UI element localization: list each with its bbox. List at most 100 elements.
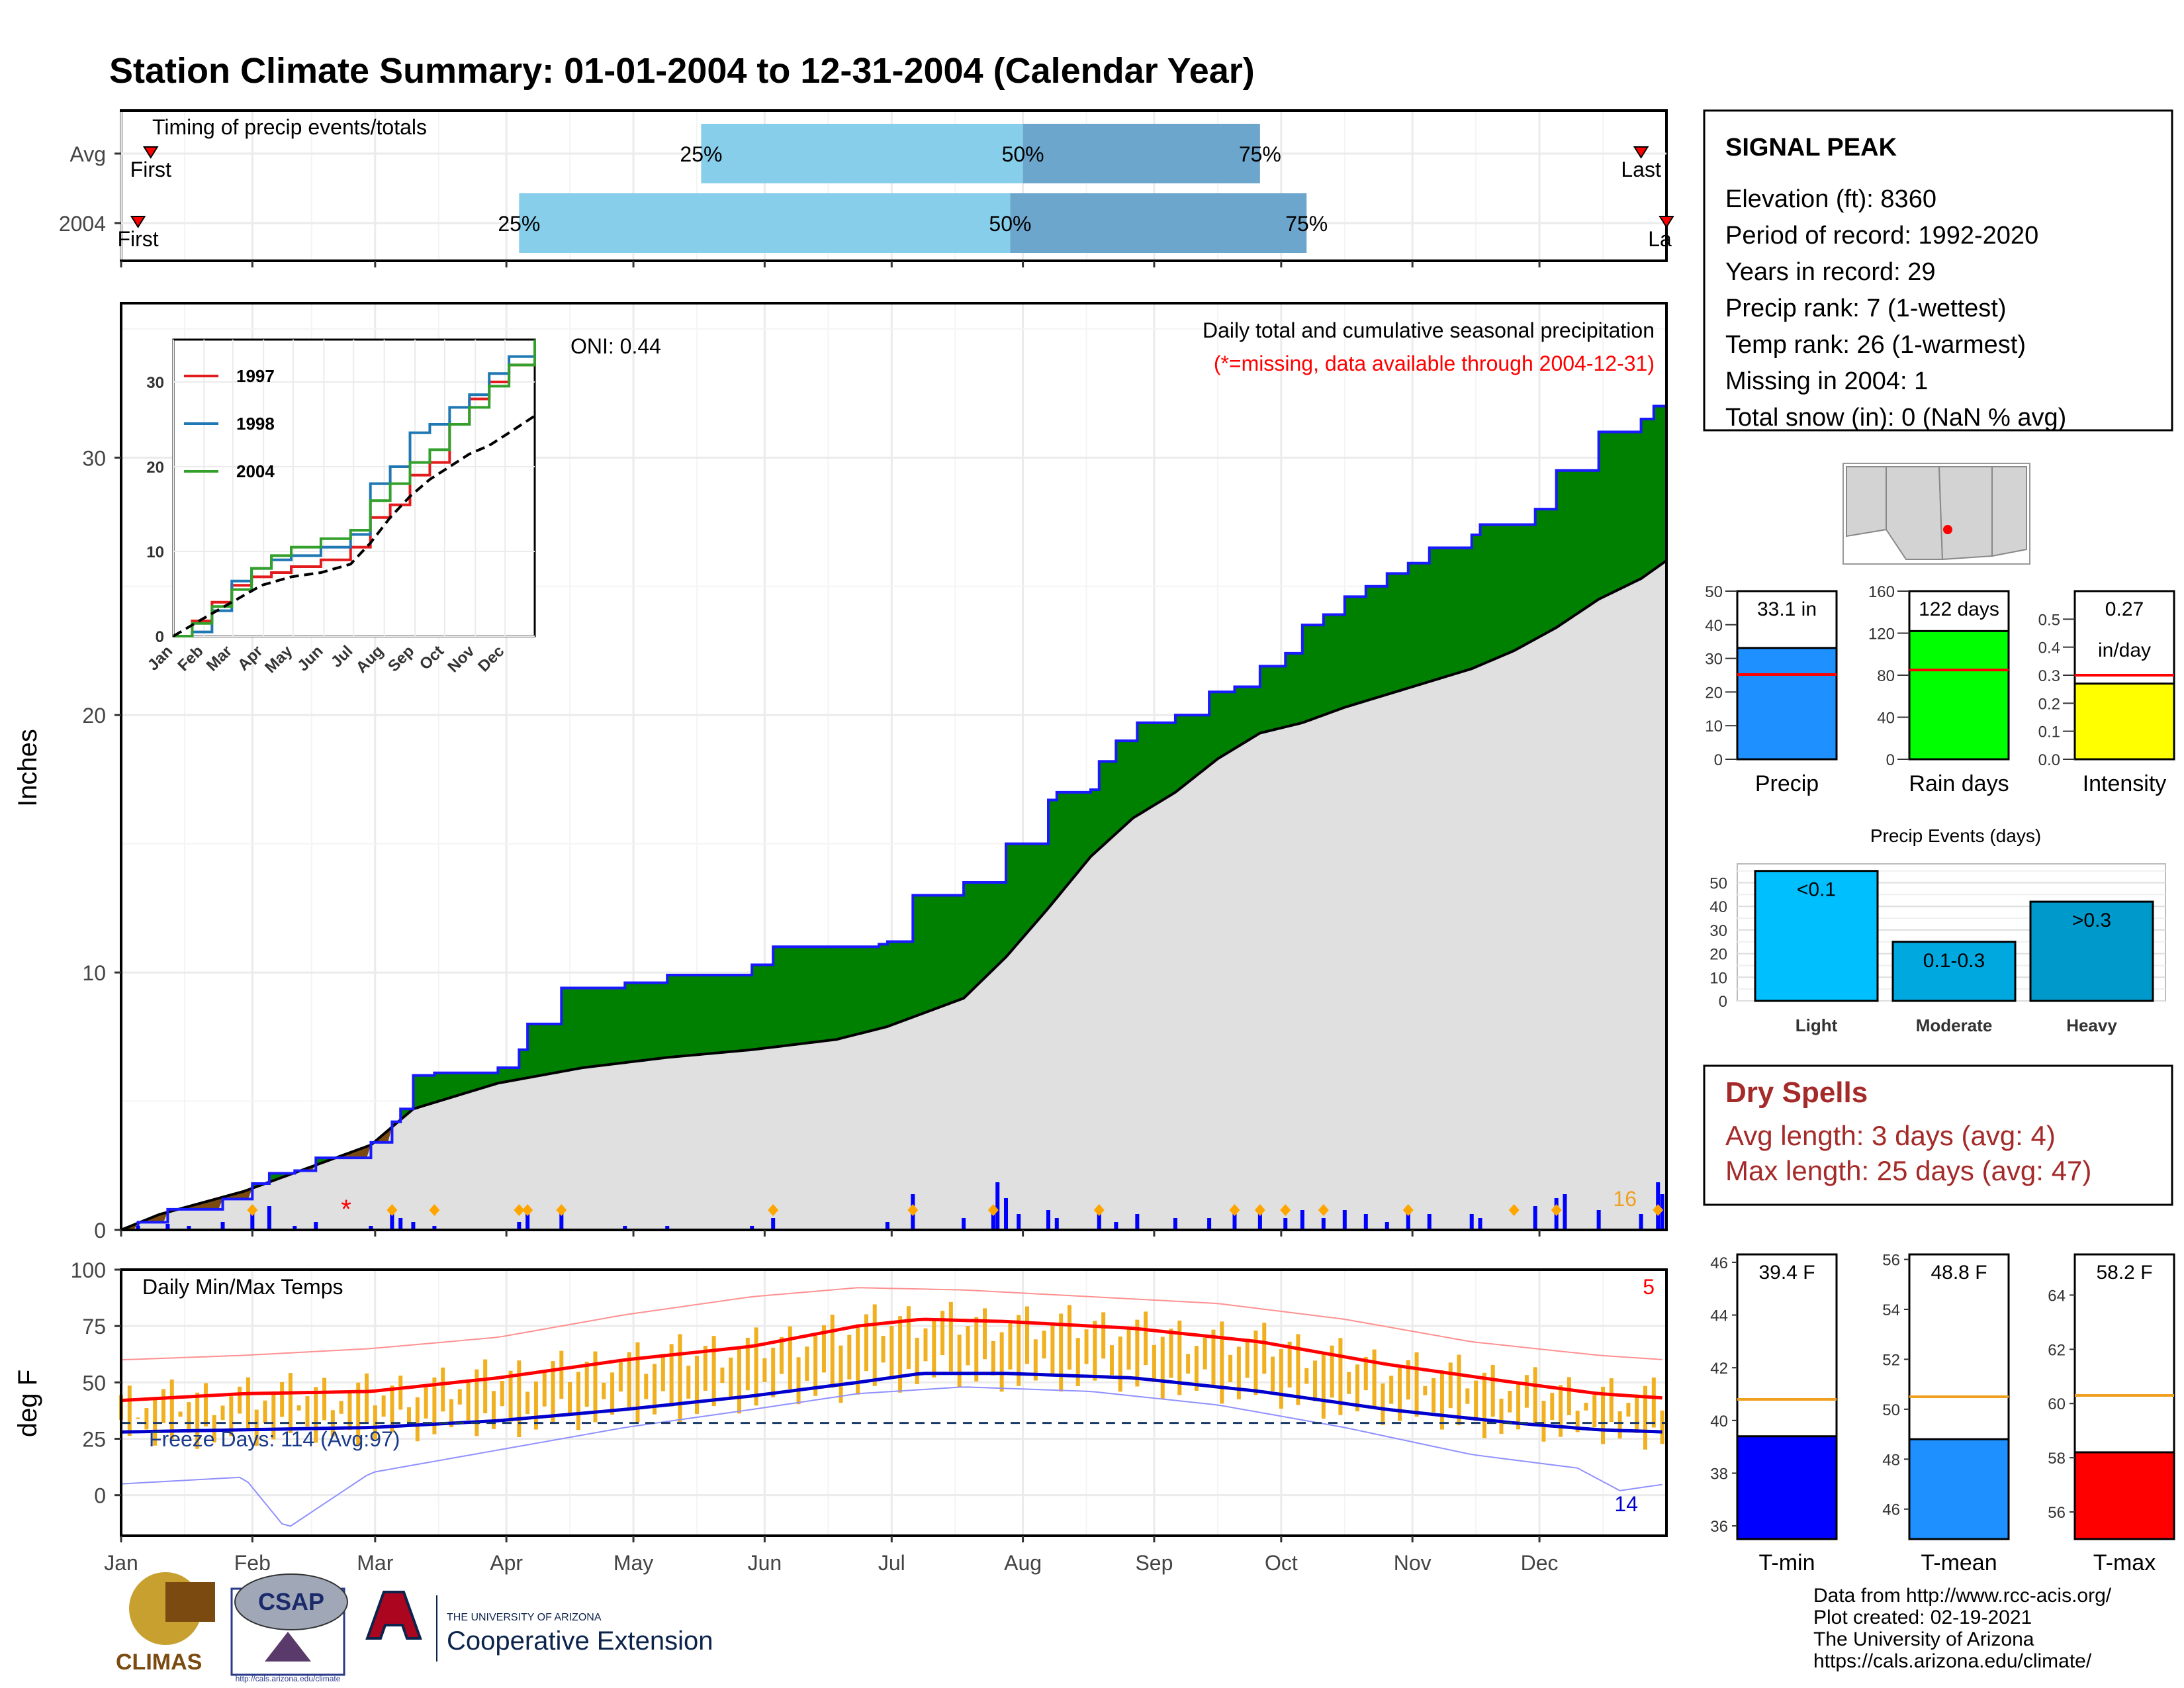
daily-precip-bar: [267, 1206, 271, 1230]
heavy-event-diamond: [1653, 1204, 1664, 1216]
dry-spells-avg: Avg length: 3 days (avg: 4): [1725, 1120, 2056, 1151]
daily-temp-bar: [711, 1336, 716, 1407]
summary-tick-label: 0.1: [2038, 724, 2060, 741]
csap-url: http://cals.arizona.edu/climate: [236, 1674, 341, 1683]
average-cumulative-line: [120, 559, 1668, 1231]
summary-tick-label: 40: [1877, 710, 1895, 727]
daily-temp-bar: [1059, 1313, 1064, 1392]
daily-temp-bar: [1169, 1329, 1173, 1378]
ua-big-text: Cooperative Extension: [447, 1626, 713, 1656]
daily-temp-bar: [195, 1392, 200, 1449]
daily-temp-bar: [839, 1345, 843, 1403]
daily-temp-bar: [169, 1380, 174, 1440]
last-event-label: La: [1648, 227, 1672, 251]
dry-spells-title: Dry Spells: [1725, 1076, 1868, 1109]
timing-quartile-bar-dark: [1010, 193, 1307, 253]
station-location-marker: [1943, 525, 1952, 534]
daily-temp-bar: [559, 1350, 564, 1399]
daily-temp-bar: [948, 1301, 953, 1372]
daily-temp-bar: [1651, 1377, 1656, 1428]
daily-temp-bar: [1601, 1386, 1606, 1444]
daily-temp-bar: [737, 1347, 741, 1414]
daily-temp-bar: [1220, 1321, 1224, 1404]
daily-temp-bar: [1516, 1383, 1521, 1430]
daily-temp-bar: [889, 1326, 894, 1378]
daily-precip-bar: [250, 1210, 255, 1230]
climas-logo-block: [165, 1582, 215, 1622]
daily-temp-bar: [1321, 1353, 1326, 1419]
precip-areas: [120, 377, 1668, 1231]
daily-temp-bar: [644, 1374, 649, 1399]
daily-temp-bar: [339, 1401, 343, 1414]
average-precip-area: [121, 560, 1666, 1230]
daily-temp-bar: [296, 1405, 301, 1411]
first-event-label: First: [117, 227, 158, 251]
temp-summary-tick-label: 36: [1710, 1518, 1728, 1536]
daily-temp-bar: [533, 1381, 538, 1430]
daily-temp-bar: [1144, 1311, 1148, 1366]
freeze-days-label: Freeze Days: 114 (Avg:97): [149, 1427, 400, 1451]
heavy-event-diamond: [1402, 1204, 1414, 1216]
daily-precip-bar: [1469, 1214, 1474, 1230]
daily-temp-bar: [653, 1364, 657, 1415]
daily-temp-bar: [1490, 1364, 1495, 1417]
daily-temp-bar: [872, 1304, 877, 1386]
daily-precip-bar: [398, 1218, 403, 1230]
daily-temp-bar: [1084, 1329, 1089, 1364]
heavy-event-diamond: [514, 1204, 525, 1216]
temp-summary-bars: 39.4 F 36 38 40 42 44 46 T-min 48.8 F 46 48 50 52 54 5…: [1710, 1252, 2175, 1575]
timing-row-label: Avg: [69, 142, 106, 166]
temp-summary-tick-label: 60: [2048, 1395, 2066, 1413]
summary-bar: [1736, 647, 1838, 761]
daily-precip-bar: [1406, 1206, 1410, 1230]
daily-temp-bar: [1017, 1315, 1021, 1386]
daily-temp-bar: [1287, 1341, 1292, 1388]
daily-temp-bar: [1042, 1331, 1046, 1359]
daily-precip-bar: [1046, 1210, 1050, 1230]
inset-lines: [172, 340, 536, 637]
daily-precip-bar: [1207, 1218, 1212, 1230]
timing-quartile-label: 50%: [1002, 142, 1044, 166]
climas-logo: CLIMAS: [116, 1572, 215, 1675]
first-event-marker: [130, 216, 146, 228]
heavy-event-diamond: [247, 1204, 258, 1216]
daily-precip-bar: [991, 1206, 995, 1230]
daily-temp-bar: [1567, 1377, 1571, 1415]
temp-summary-tick-label: 48: [1882, 1451, 1900, 1469]
daily-temp-bar: [1194, 1346, 1199, 1391]
daily-temp-bar: [525, 1391, 530, 1415]
daily-temp-bar: [144, 1408, 149, 1430]
daily-precip-bar: [1427, 1214, 1432, 1230]
daily-temp-bar: [238, 1386, 242, 1414]
daily-temp-bar: [1355, 1364, 1359, 1412]
summary-bar: [1908, 630, 2010, 761]
daily-temp-bar: [1381, 1383, 1385, 1425]
dry-spells-max: Max length: 25 days (avg: 47): [1725, 1155, 2091, 1186]
daily-temp-bar: [1635, 1394, 1639, 1433]
climas-logo-text: CLIMAS: [116, 1650, 202, 1675]
temp-summary-t-min: 39.4 F 36 38 40 42 44 46 T-min: [1710, 1253, 1838, 1575]
summary-tick-label: 0.4: [2038, 639, 2060, 657]
events-tick-label: 0: [1719, 993, 1727, 1011]
summary-tick-label: 80: [1877, 667, 1895, 685]
daily-temp-bar: [1245, 1338, 1250, 1378]
first-event-label: First: [130, 158, 171, 181]
daily-temp-bar: [220, 1405, 225, 1421]
summary-category-label: Precip: [1755, 771, 1819, 796]
daily-temp-bar: [305, 1396, 310, 1427]
csap-mountain-icon: [265, 1632, 311, 1662]
daily-precip-bar: [1533, 1206, 1537, 1230]
daily-temp-bar: [1592, 1395, 1597, 1428]
timing-quartile-bar-light: [701, 124, 1023, 183]
daily-temp-bar: [263, 1400, 267, 1424]
daily-temp-bar: [796, 1357, 801, 1405]
daily-temp-bar: [1474, 1380, 1479, 1421]
events-bar: [1754, 870, 1879, 1002]
temp-summary-t-mean: 48.8 F 46 48 50 52 54 56 T-mean: [1882, 1252, 2010, 1575]
csap-logo-text: CSAP: [258, 1588, 324, 1615]
daily-temp-bar: [457, 1389, 462, 1405]
daily-temp-bar: [491, 1391, 496, 1429]
daily-temp-bar: [576, 1372, 580, 1430]
daily-temp-bar: [983, 1308, 987, 1360]
